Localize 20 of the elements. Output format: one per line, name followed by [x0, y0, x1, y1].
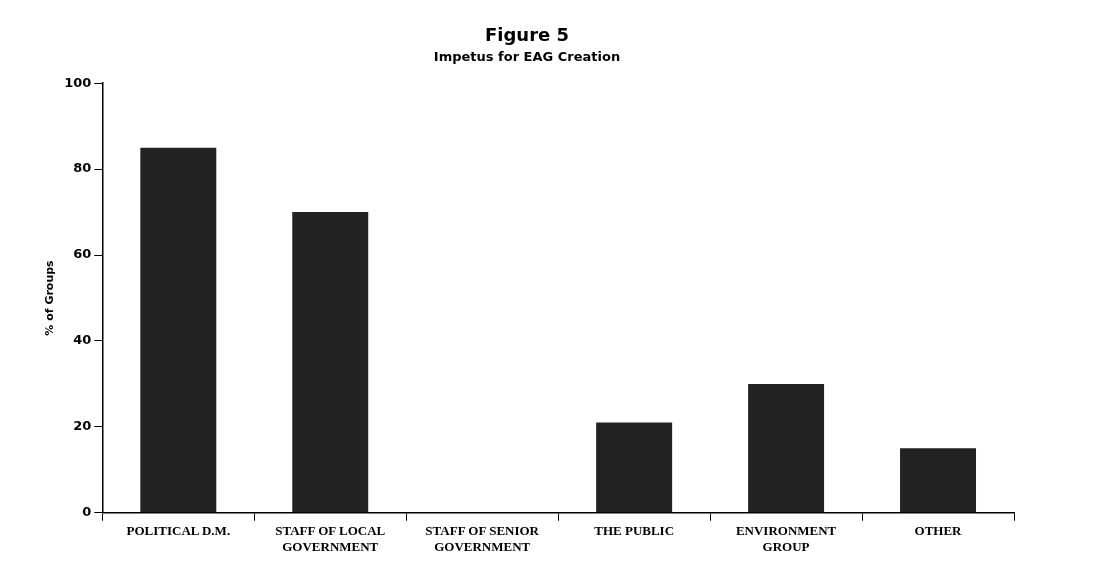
- x-tick-label: OTHER: [914, 522, 963, 538]
- y-tick-label: 0: [82, 504, 92, 520]
- y-tick-label: 100: [64, 74, 92, 90]
- chart-subtitle: Impetus for EAG Creation: [433, 48, 621, 64]
- bar: [596, 422, 673, 513]
- y-tick-label: 60: [73, 246, 92, 262]
- x-tick-label: STAFF OF LOCAL GOVERNMENT: [275, 522, 386, 554]
- y-tick-label: 40: [73, 332, 92, 348]
- bar: [748, 383, 825, 513]
- y-tick-label: 80: [73, 160, 92, 176]
- x-tick-label: THE PUBLIC: [594, 522, 675, 538]
- chart-title: Figure 5: [484, 24, 570, 46]
- bar: [292, 212, 369, 513]
- y-tick-label: 20: [73, 418, 92, 434]
- y-axis-title: % of Groups: [43, 259, 57, 336]
- bar: [900, 448, 977, 513]
- bar: [140, 147, 217, 513]
- x-tick-label: STAFF OF SENIOR GOVERNMENT: [425, 522, 540, 554]
- x-tick-label: POLITICAL D.M.: [126, 522, 231, 538]
- x-tick-label: ENVIRONMENT GROUP: [735, 522, 837, 554]
